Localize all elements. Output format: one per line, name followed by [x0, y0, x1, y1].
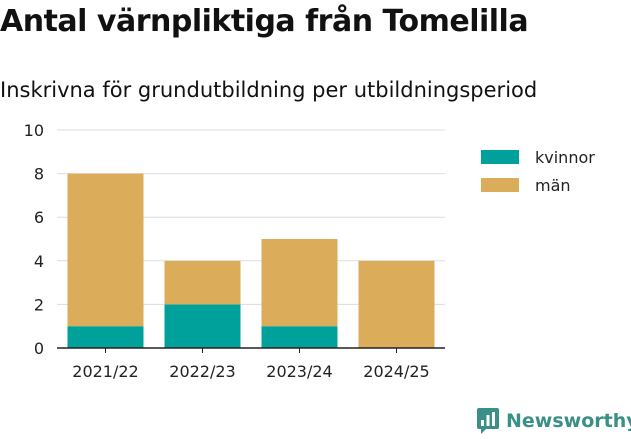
legend-swatch-män — [481, 178, 519, 192]
x-tick-label: 2021/22 — [72, 362, 138, 381]
bar-kvinnor — [67, 326, 144, 348]
y-tick-label: 8 — [34, 165, 44, 184]
x-tick-label: 2024/25 — [363, 362, 429, 381]
x-tick-label: 2022/23 — [169, 362, 235, 381]
legend-label-män: män — [535, 176, 571, 195]
chart-title: Antal värnpliktiga från Tomelilla — [0, 4, 529, 39]
legend-label-kvinnor: kvinnor — [535, 148, 595, 167]
y-tick-label: 0 — [34, 339, 44, 358]
bar-män — [261, 239, 338, 327]
legend-swatch-kvinnor — [481, 150, 519, 164]
chart-subtitle: Inskrivna för grundutbildning per utbild… — [0, 78, 538, 102]
bar-män — [164, 260, 241, 305]
x-tick-label: 2023/24 — [266, 362, 332, 381]
bar-män — [358, 260, 435, 348]
y-tick-label: 4 — [34, 252, 44, 271]
y-tick-label: 6 — [34, 208, 44, 227]
bar-chart-bubble-icon — [477, 408, 499, 434]
bar-kvinnor — [261, 326, 338, 348]
y-tick-label: 10 — [24, 121, 44, 140]
y-tick-label: 2 — [34, 295, 44, 314]
brand-name: Newsworthy — [506, 410, 631, 432]
bar-kvinnor — [164, 304, 241, 348]
bar-män — [67, 173, 144, 327]
newsworthy-logo: Newsworthy — [476, 407, 631, 435]
